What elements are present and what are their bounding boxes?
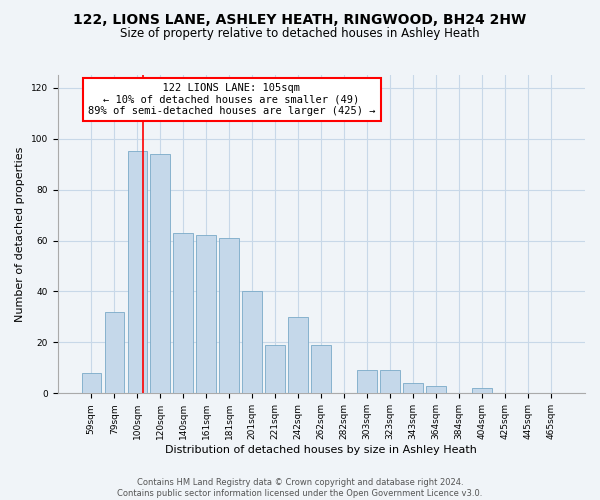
Bar [289, 317, 308, 394]
Bar [472, 388, 492, 394]
Text: 122, LIONS LANE, ASHLEY HEATH, RINGWOOD, BH24 2HW: 122, LIONS LANE, ASHLEY HEATH, RINGWOOD,… [73, 12, 527, 26]
Bar [104, 312, 124, 394]
Text: Size of property relative to detached houses in Ashley Heath: Size of property relative to detached ho… [120, 28, 480, 40]
Bar [358, 370, 377, 394]
Bar [380, 370, 400, 394]
Bar [173, 233, 193, 394]
Bar [220, 238, 239, 394]
Bar [128, 152, 147, 394]
Text: 122 LIONS LANE: 105sqm  
← 10% of detached houses are smaller (49)
89% of semi-d: 122 LIONS LANE: 105sqm ← 10% of detached… [88, 83, 376, 116]
Bar [311, 345, 331, 394]
Bar [403, 383, 423, 394]
Bar [265, 345, 285, 394]
Bar [151, 154, 170, 394]
Bar [196, 236, 216, 394]
X-axis label: Distribution of detached houses by size in Ashley Heath: Distribution of detached houses by size … [166, 445, 477, 455]
Bar [242, 292, 262, 394]
Y-axis label: Number of detached properties: Number of detached properties [15, 146, 25, 322]
Bar [82, 373, 101, 394]
Text: Contains HM Land Registry data © Crown copyright and database right 2024.
Contai: Contains HM Land Registry data © Crown c… [118, 478, 482, 498]
Bar [427, 386, 446, 394]
